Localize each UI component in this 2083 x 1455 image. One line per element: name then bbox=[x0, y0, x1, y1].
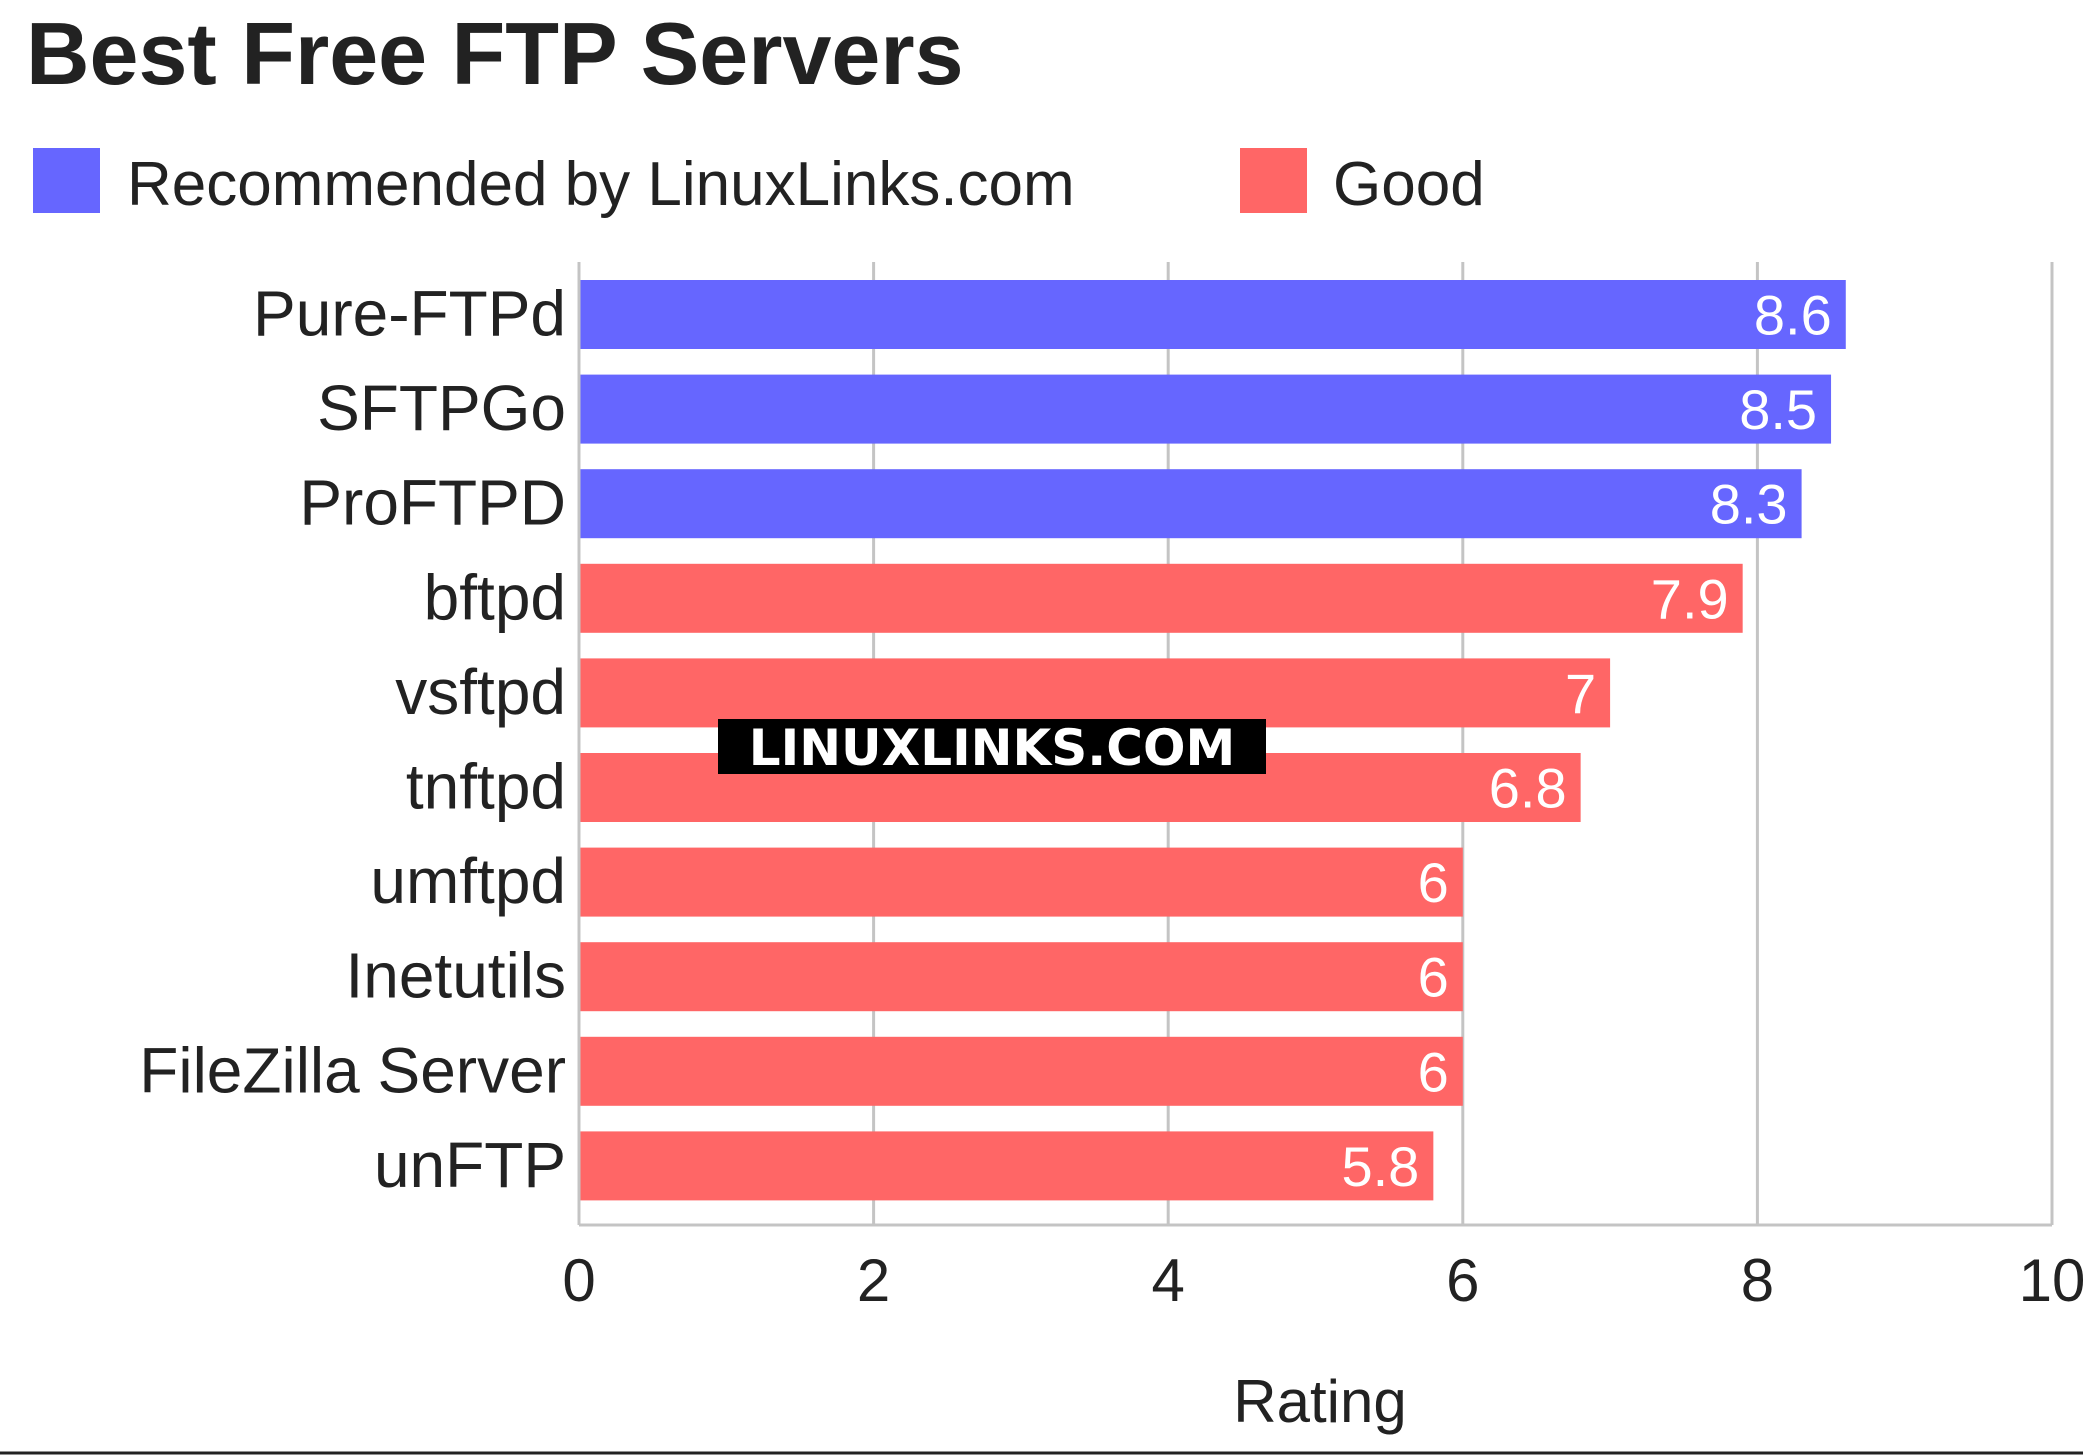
legend-swatch-good bbox=[1240, 148, 1307, 213]
axes: 0 2 4 6 8 10 Pure-FTPd SFTPGo ProFTPD bftpd vsftpd… bbox=[139, 262, 2083, 1314]
value-label: 7.9 bbox=[1651, 567, 1729, 630]
x-tick-label: 10 bbox=[2019, 1247, 2083, 1314]
legend: Recommended by LinuxLinks.com Good bbox=[33, 148, 1485, 219]
bar bbox=[579, 847, 1463, 917]
category-label: Inetutils bbox=[345, 940, 566, 1012]
category-label: unFTP bbox=[374, 1129, 566, 1201]
value-label: 6.8 bbox=[1489, 757, 1567, 820]
value-label: 7 bbox=[1565, 662, 1596, 725]
bars: 8.6 8.5 8.3 7.9 7 6.8 6 6 6 5.8 bbox=[579, 280, 1846, 1201]
bar bbox=[579, 942, 1463, 1012]
value-label: 6 bbox=[1418, 1040, 1449, 1103]
x-tick-label: 4 bbox=[1152, 1247, 1185, 1314]
category-label: vsftpd bbox=[395, 656, 566, 728]
bar bbox=[579, 469, 1802, 539]
category-label: umftpd bbox=[370, 845, 566, 917]
value-label: 6 bbox=[1418, 946, 1449, 1009]
bar bbox=[579, 1131, 1434, 1201]
legend-swatch-recommended bbox=[33, 148, 100, 213]
x-axis-title: Rating bbox=[1233, 1368, 1406, 1435]
watermark-text: LINUXLINKS.COM bbox=[749, 719, 1235, 777]
value-label: 8.5 bbox=[1739, 378, 1817, 441]
category-label: tnftpd bbox=[406, 751, 566, 823]
bar bbox=[579, 280, 1846, 349]
value-label: 8.6 bbox=[1754, 284, 1832, 347]
category-label: Pure-FTPd bbox=[253, 278, 566, 350]
chart-title: Best Free FTP Servers bbox=[26, 4, 964, 103]
x-tick-label: 0 bbox=[562, 1247, 595, 1314]
value-label: 6 bbox=[1418, 851, 1449, 914]
x-tick-label: 8 bbox=[1741, 1247, 1774, 1314]
value-label: 5.8 bbox=[1341, 1135, 1419, 1198]
bar bbox=[579, 658, 1611, 728]
watermark-background bbox=[718, 719, 1266, 774]
legend-label-recommended: Recommended by LinuxLinks.com bbox=[127, 150, 1075, 219]
legend-label-good: Good bbox=[1333, 150, 1485, 219]
watermark: LINUXLINKS.COM bbox=[718, 719, 1266, 777]
bar bbox=[579, 563, 1743, 633]
category-label: bftpd bbox=[424, 561, 566, 633]
value-label: 8.3 bbox=[1710, 473, 1788, 536]
category-label: FileZilla Server bbox=[139, 1034, 566, 1106]
x-tick-label: 6 bbox=[1446, 1247, 1479, 1314]
category-label: SFTPGo bbox=[317, 372, 566, 444]
bar bbox=[579, 374, 1832, 444]
category-label: ProFTPD bbox=[299, 467, 566, 539]
x-tick-label: 2 bbox=[857, 1247, 890, 1314]
bar bbox=[579, 1036, 1463, 1106]
